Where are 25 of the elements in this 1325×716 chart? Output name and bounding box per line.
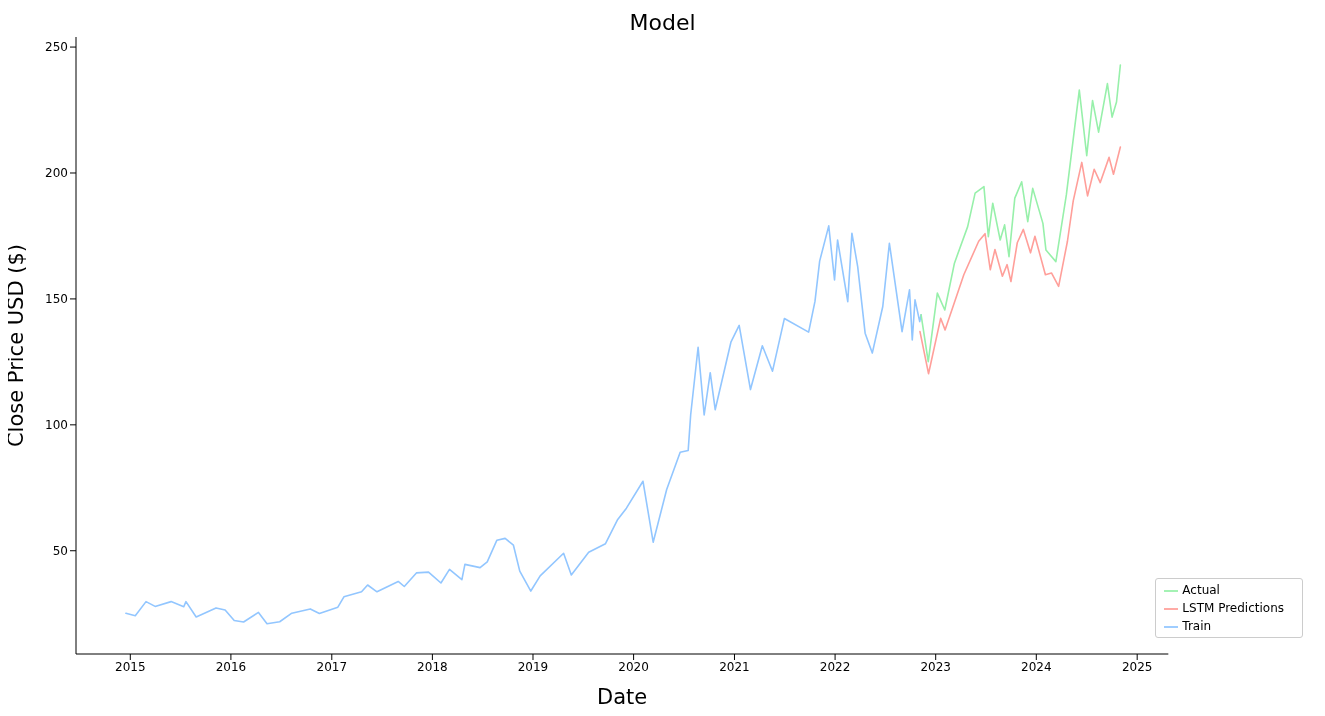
- x-tick-label: 2025: [1121, 659, 1153, 674]
- x-tick-label: 2023: [920, 659, 951, 674]
- legend-label: Actual: [1182, 583, 1220, 597]
- x-tick-label: 2018: [417, 659, 448, 674]
- y-tick-label: 250: [45, 40, 68, 55]
- line-series: [919, 146, 1122, 375]
- line-series: [920, 64, 1122, 363]
- legend-label: LSTM Predictions: [1182, 601, 1284, 615]
- x-tick-label: 2021: [719, 659, 750, 674]
- x-tick-label: 2020: [618, 659, 649, 674]
- x-tick-label: 2022: [819, 659, 851, 674]
- x-tick-label: 2024: [1021, 659, 1052, 674]
- x-tick-label: 2016: [215, 659, 247, 674]
- x-tick-label: 2017: [316, 659, 348, 674]
- x-tick-label: 2019: [517, 659, 549, 674]
- x-axis-title: Date: [597, 685, 648, 709]
- y-tick-label: 100: [45, 418, 68, 433]
- line-series: [125, 225, 922, 625]
- y-tick-label: 50: [52, 544, 68, 559]
- legend-label: Train: [1182, 619, 1212, 633]
- y-tick-label: 200: [45, 166, 68, 181]
- y-axis-title: Close Price USD ($): [4, 243, 29, 448]
- chart-title: Model: [628, 9, 697, 37]
- y-tick-label: 150: [45, 292, 68, 307]
- x-tick-label: 2015: [115, 659, 146, 674]
